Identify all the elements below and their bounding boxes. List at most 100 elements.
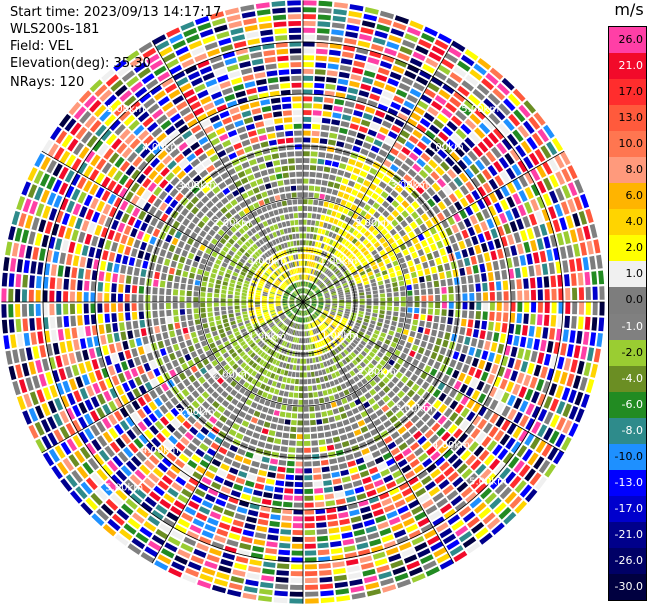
velocity-cell [272, 263, 278, 269]
velocity-cell [433, 136, 444, 147]
velocity-cell [61, 239, 69, 252]
velocity-cell [100, 483, 113, 496]
velocity-cell [364, 392, 372, 400]
velocity-cell [435, 166, 445, 176]
velocity-cell [415, 76, 429, 86]
velocity-cell [419, 69, 432, 80]
velocity-cell [480, 487, 492, 500]
velocity-cell [271, 380, 277, 387]
velocity-cell [294, 495, 303, 501]
velocity-cell [455, 343, 462, 352]
velocity-cell [558, 288, 564, 301]
velocity-cell [192, 337, 199, 344]
velocity-cell [303, 14, 316, 20]
velocity-cell [338, 228, 344, 235]
velocity-cell [282, 302, 288, 305]
velocity-cell [277, 396, 283, 403]
velocity-cell [409, 179, 419, 189]
velocity-cell [142, 405, 152, 415]
velocity-cell [242, 286, 248, 291]
velocity-cell [261, 237, 268, 243]
velocity-cell [371, 282, 377, 287]
velocity-cell [159, 310, 165, 317]
velocity-cell [98, 271, 105, 281]
velocity-cell [15, 304, 21, 318]
velocity-cell [295, 344, 299, 350]
velocity-cell [152, 310, 158, 318]
velocity-cell [303, 254, 306, 259]
velocity-cell [295, 461, 303, 467]
velocity-cell [194, 130, 205, 140]
velocity-cell [380, 468, 391, 477]
velocity-cell [132, 425, 142, 436]
velocity-cell [423, 529, 437, 540]
velocity-cell [317, 308, 322, 312]
velocity-cell [435, 338, 442, 346]
velocity-cell [274, 388, 280, 395]
velocity-cell [159, 280, 166, 288]
velocity-cell [53, 413, 63, 427]
velocity-cell [400, 129, 410, 139]
velocity-cell [35, 438, 46, 453]
velocity-cell [162, 355, 170, 364]
velocity-cell [433, 547, 447, 558]
velocity-cell [247, 259, 254, 265]
velocity-cell [47, 143, 59, 158]
velocity-cell [196, 465, 206, 475]
velocity-cell [468, 94, 481, 106]
velocity-cell [271, 325, 276, 330]
velocity-cell [213, 263, 220, 270]
velocity-cell [479, 532, 493, 545]
velocity-cell [426, 446, 436, 456]
velocity-cell [344, 489, 355, 497]
velocity-cell [275, 329, 281, 334]
velocity-cell [323, 166, 331, 173]
velocity-cell [399, 366, 407, 374]
velocity-cell [447, 216, 456, 226]
velocity-cell [478, 359, 486, 370]
velocity-cell [150, 217, 159, 227]
velocity-cell [530, 168, 541, 182]
velocity-cell [77, 161, 88, 175]
velocity-cell [214, 475, 225, 484]
velocity-cell [390, 101, 402, 111]
velocity-cell [232, 363, 239, 370]
velocity-cell [294, 330, 297, 336]
velocity-cell [303, 130, 311, 136]
velocity-cell [301, 304, 303, 309]
velocity-cell [563, 358, 572, 371]
velocity-cell [435, 257, 442, 265]
velocity-cell [316, 335, 320, 341]
velocity-cell [346, 558, 359, 566]
velocity-cell [389, 71, 402, 81]
velocity-cell [48, 448, 60, 463]
velocity-cell [313, 286, 318, 291]
velocity-cell [160, 393, 169, 403]
velocity-cell [414, 242, 422, 251]
velocity-cell [584, 271, 591, 286]
velocity-cell [414, 542, 428, 552]
velocity-cell [194, 371, 202, 379]
velocity-cell [305, 310, 308, 316]
velocity-cell [333, 485, 343, 492]
velocity-cell [392, 337, 399, 344]
velocity-cell [389, 272, 396, 278]
velocity-cell [298, 310, 301, 316]
velocity-cell [375, 272, 381, 278]
velocity-cell [455, 445, 466, 456]
velocity-cell [488, 205, 497, 217]
velocity-cell [264, 272, 270, 277]
velocity-cell [193, 308, 199, 314]
velocity-cell [209, 114, 220, 124]
velocity-cell [466, 328, 473, 337]
velocity-cell [158, 190, 168, 201]
velocity-cell [236, 250, 243, 257]
velocity-cell [452, 164, 462, 175]
velocity-cell [340, 278, 346, 283]
velocity-cell [303, 103, 312, 109]
velocity-cell [474, 108, 486, 120]
velocity-cell [570, 273, 577, 286]
velocity-cell [313, 277, 317, 283]
velocity-cell [151, 127, 163, 138]
velocity-cell [336, 421, 344, 428]
